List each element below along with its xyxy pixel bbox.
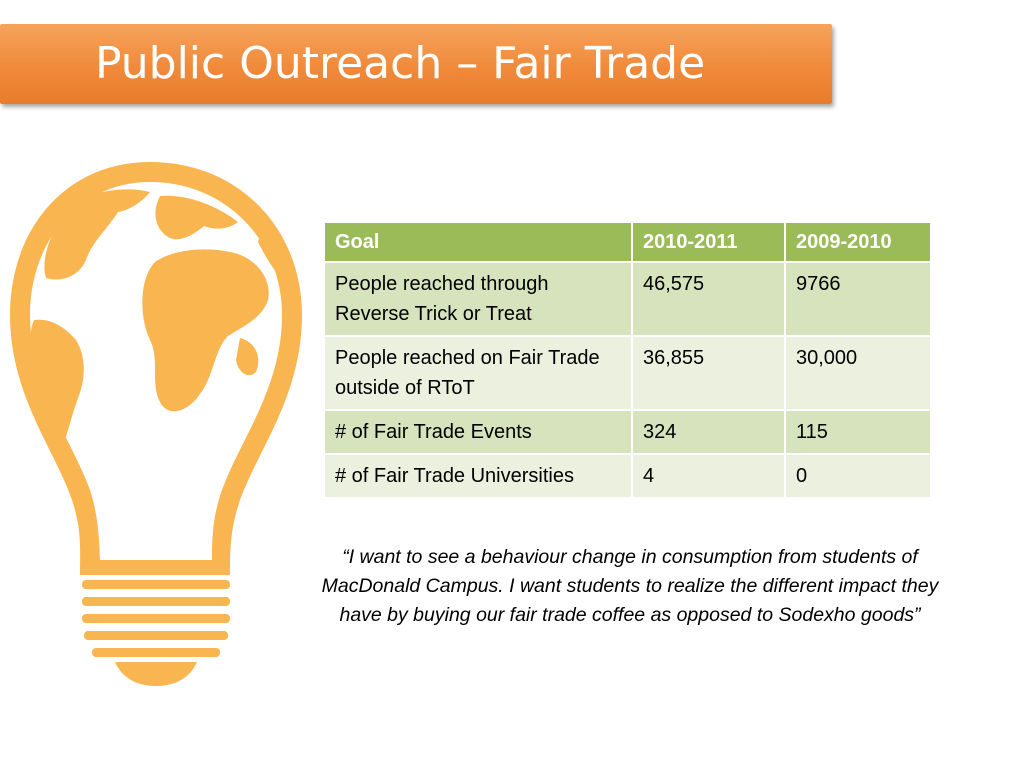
globe-lightbulb-icon [10,162,302,686]
row-value-2010-2011: 46,575 [631,261,786,337]
table-header-row: Goal 2010-2011 2009-2010 [323,221,932,263]
title-banner: Public Outreach – Fair Trade [0,24,832,104]
row-goal: # of Fair Trade Universities [323,453,633,499]
table-row: People reached on Fair Trade outside of … [323,335,932,411]
header-goal: Goal [323,221,633,263]
row-value-2009-2010: 0 [784,453,932,499]
table-row: # of Fair Trade Events 324 115 [323,409,932,455]
header-2009-2010: 2009-2010 [784,221,932,263]
slide-title: Public Outreach – Fair Trade [95,38,706,89]
row-value-2009-2010: 9766 [784,261,932,337]
row-value-2009-2010: 30,000 [784,335,932,411]
row-value-2009-2010: 115 [784,409,932,455]
student-quote: “I want to see a behaviour change in con… [321,546,939,626]
row-goal: People reached through Reverse Trick or … [323,261,633,337]
row-goal: # of Fair Trade Events [323,409,633,455]
header-2010-2011: 2010-2011 [631,221,786,263]
table-row: # of Fair Trade Universities 4 0 [323,453,932,499]
row-value-2010-2011: 4 [631,453,786,499]
row-value-2010-2011: 36,855 [631,335,786,411]
fair-trade-table: Goal 2010-2011 2009-2010 People reached … [323,221,932,499]
table-row: People reached through Reverse Trick or … [323,261,932,337]
row-value-2010-2011: 324 [631,409,786,455]
row-goal: People reached on Fair Trade outside of … [323,335,633,411]
